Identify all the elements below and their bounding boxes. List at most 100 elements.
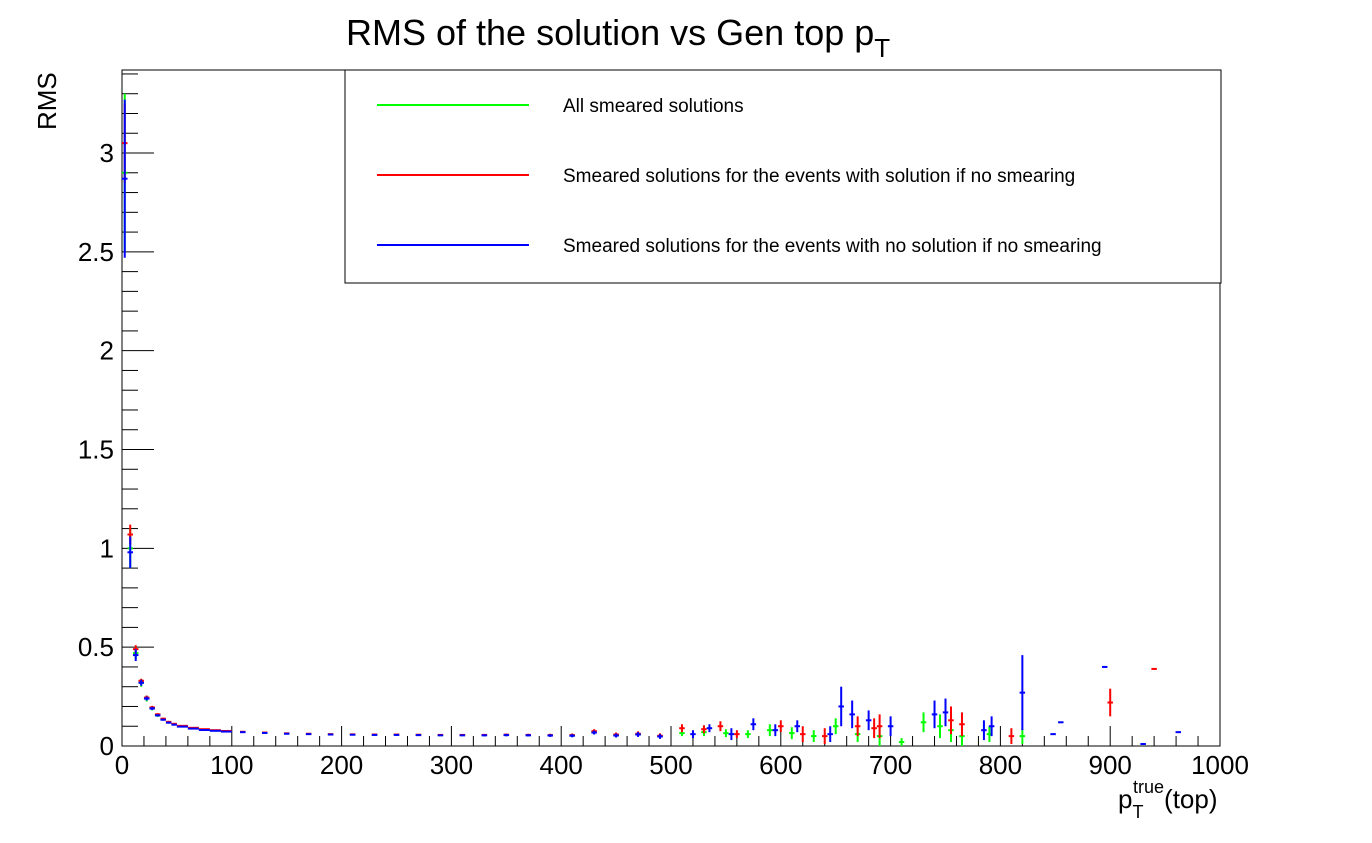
x-tick-label: 200 [320,750,363,780]
x-axis-label-main: p [1118,784,1132,814]
data-point [1008,728,1015,745]
x-tick-label: 100 [210,750,253,780]
data-point [305,733,312,736]
data-point [679,724,685,733]
data-marks [122,93,1182,746]
data-point [767,724,773,737]
data-point [1050,733,1056,736]
data-point [503,733,510,737]
data-point [794,720,801,733]
data-point [789,727,795,740]
x-axis-label: pTtrue(top) [1118,777,1218,822]
data-point [127,536,133,569]
data-point [149,706,155,711]
data-point [988,716,995,737]
data-point [138,679,144,686]
axes: 0 100 200 300 400 500 600 700 800 900 1000 0 0.5 1 1.5… [78,73,1249,780]
x-tick-label: 900 [1089,750,1132,780]
data-point [717,721,724,732]
y-tick-label: 0.5 [78,632,114,662]
data-point [1140,743,1146,746]
data-point [706,724,713,733]
data-point [160,718,166,721]
data-point [959,712,965,737]
data-point [165,721,172,724]
data-point [1101,665,1108,668]
data-point [220,730,232,733]
x-tick-label: 400 [540,750,583,780]
x-axis-label-suffix: (top) [1164,784,1217,814]
data-point [854,716,861,737]
y-tick-label: 2.5 [78,237,114,267]
data-point [1058,721,1064,724]
data-point [1151,667,1157,670]
legend: All smeared solutions Smeared solutions f… [344,69,1222,284]
data-point [865,710,872,731]
data-point [415,734,422,737]
data-point [772,724,779,737]
data-point [613,733,619,738]
x-tick-label: 600 [759,750,802,780]
data-point [547,734,553,737]
data-point [701,725,707,734]
data-point [437,734,444,737]
y-tick-label: 2 [100,336,114,366]
data-point [898,738,905,746]
chart-title-subscript: T [874,33,890,63]
data-point [750,718,757,731]
data-point [349,733,356,736]
data-point [810,730,817,743]
x-tick-label: 1000 [1191,750,1249,780]
y-tick-label: 1 [100,533,114,563]
data-point [800,726,806,743]
data-point [393,733,400,736]
data-point [459,734,466,737]
x-tick-label: 500 [649,750,692,780]
data-point [187,727,199,730]
data-point [371,733,378,736]
data-point [948,706,954,735]
data-point [981,720,987,741]
data-point [525,734,532,737]
data-point [728,728,735,741]
legend-label: Smeared solutions for the events with no… [563,236,1102,257]
x-axis-label-sup: true [1133,777,1164,797]
data-point [937,714,943,739]
legend-label: All smeared solutions [563,96,744,117]
data-point [171,723,177,726]
data-point [931,700,938,729]
data-point [734,730,740,739]
x-tick-label: 800 [979,750,1022,780]
y-tick-label: 0 [100,731,114,761]
legend-label: Smeared solutions for the events with so… [563,166,1075,187]
x-tick-label: 0 [115,750,129,780]
chart-title: RMS of the solution vs Gen top pT [346,12,890,63]
data-point [261,731,268,734]
data-point [240,731,246,734]
data-point [154,714,161,717]
data-point [1019,655,1026,731]
data-point [942,698,949,727]
y-tick-label: 3 [100,138,114,168]
data-point [821,728,828,745]
data-point [838,686,844,727]
data-point [723,729,729,738]
chart-title-main: RMS of the solution vs Gen top p [346,12,874,53]
data-point [481,734,488,737]
data-point [832,718,839,735]
y-tick-label: 1.5 [78,435,114,465]
data-point [871,718,877,739]
y-axis-label: RMS [32,72,62,130]
data-point [920,712,927,733]
data-point [569,734,575,738]
data-point [132,649,139,662]
series-group [122,99,1182,746]
data-point [591,730,597,735]
data-point [690,730,696,739]
data-point [778,720,784,733]
x-tick-label: 300 [430,750,473,780]
data-point [209,729,221,732]
data-point [327,733,334,736]
